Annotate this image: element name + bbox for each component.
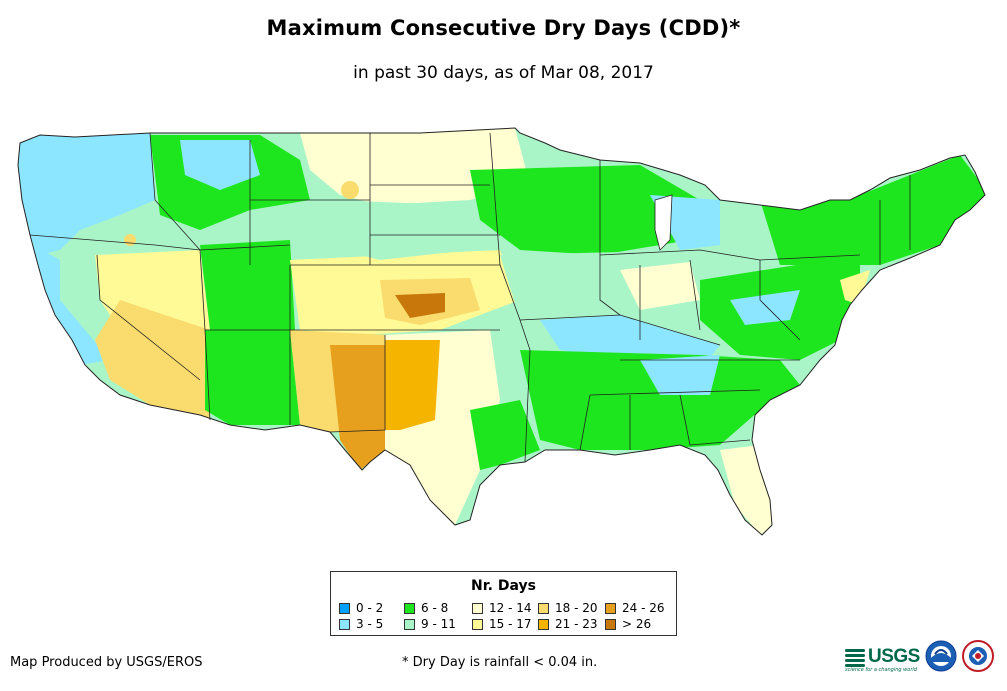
state-boundaries	[29, 132, 911, 463]
legend: Nr. Days 0 - 2 3 - 5 6 - 8 9 - 11 12 - 1…	[330, 571, 677, 636]
boundary-new-york-south	[759, 254, 861, 261]
legend-label: 9 - 11	[421, 617, 456, 631]
legend-swatch	[472, 603, 483, 614]
legend-label: > 26	[622, 617, 652, 631]
noaa-logo-icon	[925, 640, 957, 672]
cdd-region-texas-panhandle	[385, 340, 440, 430]
legend-item-6-8: 6 - 8	[404, 602, 448, 615]
boundary-wisconsin-illinois	[599, 160, 621, 316]
legend-label: 12 - 14	[489, 601, 532, 615]
lake-michigan	[654, 194, 673, 251]
legend-item-12-14: 12 - 14	[472, 602, 532, 615]
boundary-indiana-ohio	[689, 259, 701, 331]
legend-label: 18 - 20	[555, 601, 598, 615]
legend-item-24-26: 24 - 26	[605, 602, 665, 615]
legend-label: 24 - 26	[622, 601, 665, 615]
cdd-region-northeast	[760, 155, 985, 265]
legend-item-over-26: > 26	[605, 618, 651, 631]
cdd-region-east-texas	[470, 400, 540, 470]
legend-swatch	[538, 603, 549, 614]
boundary-idaho-west	[149, 132, 201, 251]
cdd-region-kansas-severe	[395, 293, 445, 318]
legend-item-21-23: 21 - 23	[538, 618, 598, 631]
cdd-region-arizona	[205, 330, 300, 425]
boundary-california-nevada	[96, 254, 201, 381]
legend-item-3-5: 3 - 5	[339, 618, 383, 631]
legend-title: Nr. Days	[471, 578, 536, 594]
boundary-new-mexico-texas	[329, 335, 386, 433]
cdd-region-upper-midwest	[470, 165, 700, 255]
boundary-oregon-south	[29, 234, 291, 251]
legend-swatch	[339, 603, 350, 614]
cdd-region-idaho-wet	[180, 140, 260, 190]
cdd-region-appalachia-wet	[730, 290, 800, 325]
boundary-georgia-florida	[689, 439, 751, 446]
legend-label: 15 - 17	[489, 617, 532, 631]
boundary-tennessee-south	[589, 389, 761, 396]
boundary-pennsylvania-west	[759, 260, 801, 341]
cdd-region-tennessee-wet	[640, 355, 720, 395]
legend-item-18-20: 18 - 20	[538, 602, 598, 615]
boundary-mississippi-alabama	[579, 394, 591, 451]
legend-label: 3 - 5	[356, 617, 384, 631]
cdd-spot-wyoming	[341, 181, 359, 199]
cdd-fill-layer	[18, 128, 985, 535]
cdd-region-nm-severe	[330, 345, 385, 470]
usgs-wave-icon	[845, 647, 865, 667]
legend-swatch	[404, 619, 415, 630]
cdd-region-california-coast	[25, 240, 110, 365]
map-title: Maximum Consecutive Dry Days (CDD)*	[266, 16, 741, 40]
cdd-region-southern-california	[95, 300, 210, 420]
map-credit: Map Produced by USGS/EROS	[10, 655, 203, 670]
boundary-alabama-georgia	[679, 394, 691, 446]
cdd-region-pacific-nw	[18, 130, 155, 255]
legend-swatch	[472, 619, 483, 630]
legend-swatch	[404, 603, 415, 614]
boundary-great-lakes-south	[599, 249, 761, 261]
map-subtitle: in past 30 days, as of Mar 08, 2017	[353, 63, 654, 83]
legend-swatch	[538, 619, 549, 630]
cdd-region-utah	[200, 240, 295, 335]
us-outline	[17, 127, 986, 536]
usgs-logo-text: USGS	[868, 646, 920, 667]
usgs-tagline: science for a changing world	[845, 667, 917, 673]
legend-swatch	[339, 619, 350, 630]
usgs-logo: USGS	[845, 643, 920, 671]
legend-swatch	[605, 603, 616, 614]
legend-item-15-17: 15 - 17	[472, 618, 532, 631]
legend-item-9-11: 9 - 11	[404, 618, 456, 631]
cdd-region-southeast	[520, 350, 800, 450]
cdd-spot-oregon	[124, 234, 136, 246]
legend-item-0-2: 0 - 2	[339, 602, 383, 615]
cdd-region-nebraska	[330, 200, 470, 260]
legend-label: 0 - 2	[356, 601, 384, 615]
legend-swatch	[605, 619, 616, 630]
legend-label: 21 - 23	[555, 617, 598, 631]
legend-label: 6 - 8	[421, 601, 449, 615]
dry-day-footnote: * Dry Day is rainfall < 0.04 in.	[402, 655, 598, 670]
nws-logo-icon	[962, 640, 994, 672]
